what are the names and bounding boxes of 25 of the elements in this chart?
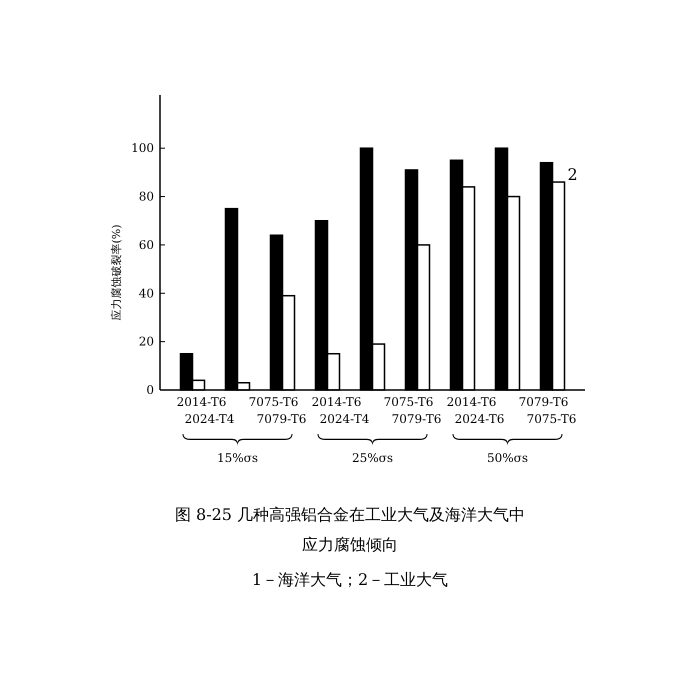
text: 2014-T6 bbox=[312, 395, 362, 409]
text: 25%σs bbox=[352, 451, 394, 465]
text: 7079-T6 bbox=[392, 412, 442, 426]
text: 图 8-25 几种高强铝合金在工业大气及海洋大气中应力腐蚀倾向 bbox=[174, 505, 526, 554]
text: 2024-T6 bbox=[454, 412, 504, 426]
y-axis-title: 应力腐蚀破裂率(%) bbox=[110, 224, 123, 321]
text: 15%σs bbox=[216, 451, 258, 465]
text: 7075-T6 bbox=[248, 395, 298, 409]
y-tick-label: 20 bbox=[138, 334, 154, 349]
text: 7075-T6 bbox=[384, 395, 434, 409]
y-tick-label: 60 bbox=[138, 238, 154, 252]
text: 2024-T4 bbox=[320, 412, 370, 426]
text: 7075-T6 bbox=[526, 412, 576, 426]
text: 50%σs bbox=[486, 451, 528, 465]
y-tick-label: 80 bbox=[138, 190, 154, 204]
text: 2014-T6 bbox=[446, 395, 496, 409]
text: 7079-T6 bbox=[256, 412, 306, 426]
text: 2024-T4 bbox=[184, 412, 235, 426]
y-tick-label: 40 bbox=[138, 286, 154, 300]
text: 7079-T6 bbox=[518, 395, 568, 409]
text: 2014-T6 bbox=[176, 395, 226, 409]
text: 1－海洋大气；2－工业大气 bbox=[252, 570, 448, 589]
y-tick-label: 0 bbox=[146, 383, 154, 397]
series-label: 2 bbox=[568, 165, 578, 184]
y-tick-label: 100 bbox=[131, 141, 154, 156]
